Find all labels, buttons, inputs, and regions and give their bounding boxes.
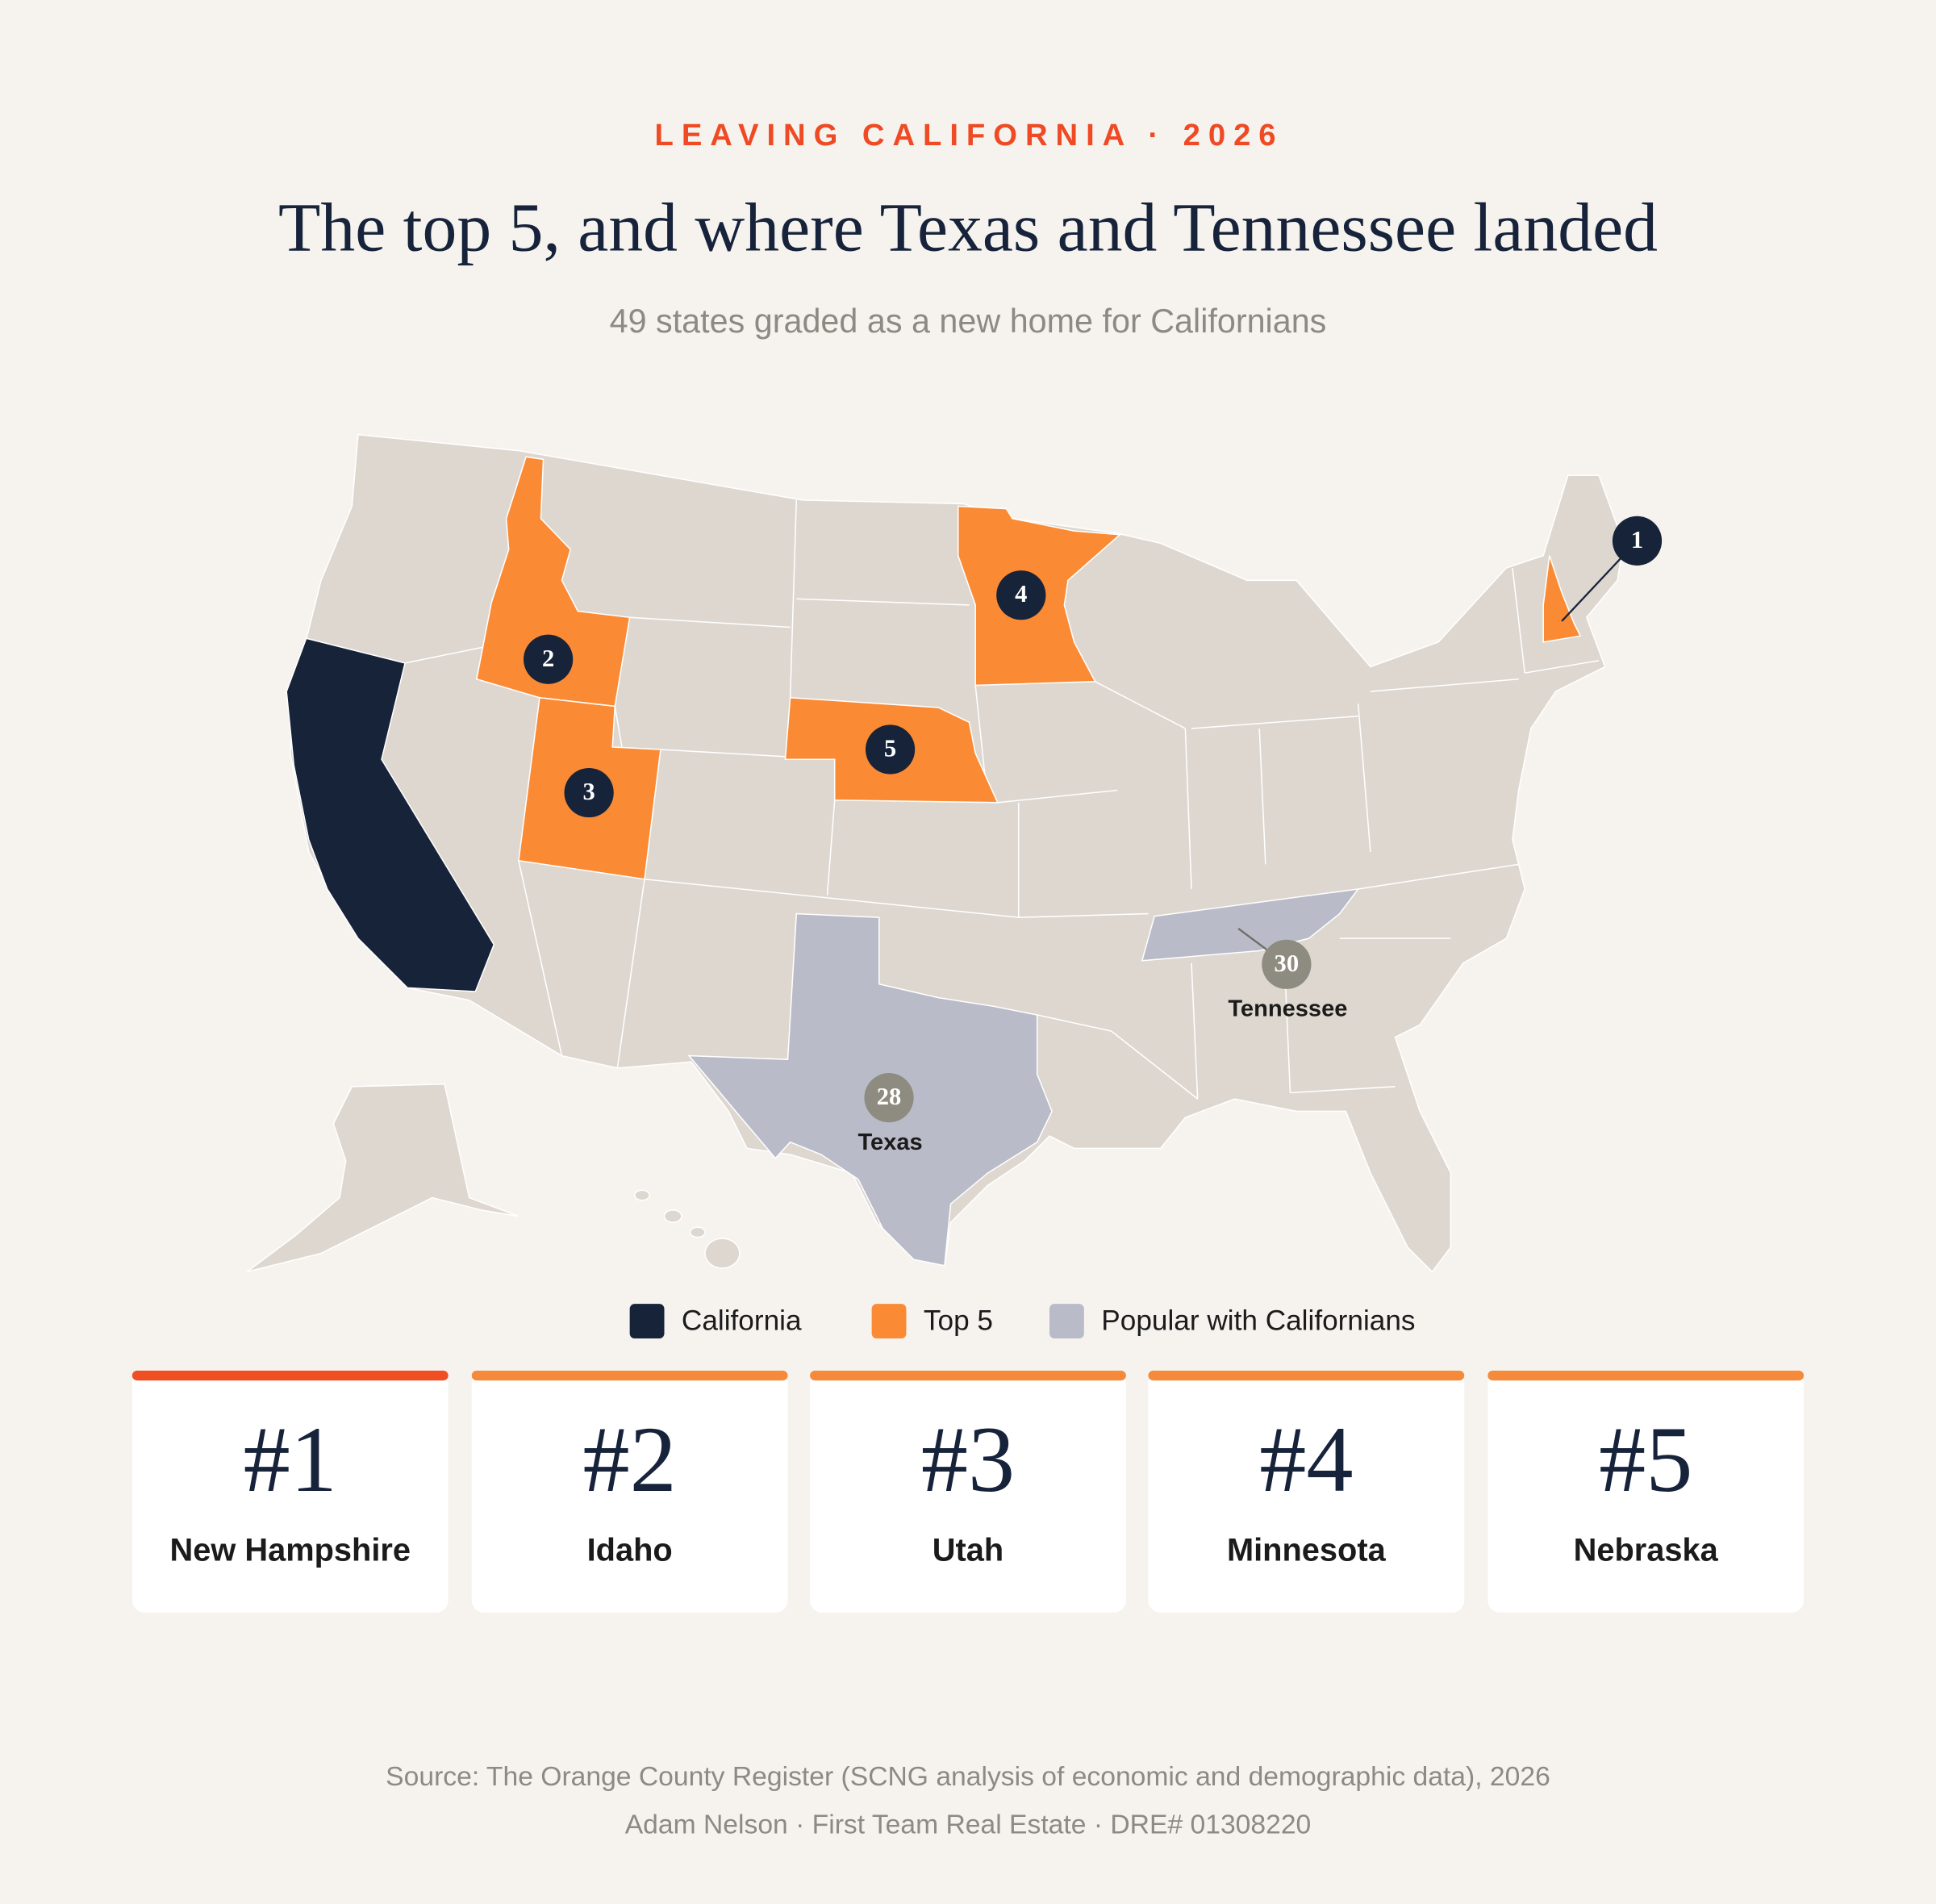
callout-marker xyxy=(864,1072,914,1123)
card xyxy=(131,1370,449,1613)
card xyxy=(810,1370,1126,1613)
legend-swatch xyxy=(871,1304,907,1339)
alaska xyxy=(246,1083,519,1273)
card-rank: #2 xyxy=(583,1408,677,1512)
card-rank: #4 xyxy=(1259,1408,1353,1512)
hawaii xyxy=(634,1189,741,1269)
rank-marker xyxy=(564,767,614,818)
legend-label: Top 5 xyxy=(924,1305,993,1336)
card-state: New Hampshire xyxy=(170,1532,411,1568)
rank-marker xyxy=(1612,516,1663,566)
card-accent xyxy=(131,1370,449,1381)
legend: California Top 5 Popular with Californians xyxy=(629,1304,1416,1339)
card-accent xyxy=(1148,1370,1465,1381)
card-state: Nebraska xyxy=(1574,1532,1719,1568)
rank-markers: 1 2 3 4 5 28 Texas 30 Tennessee xyxy=(524,516,1663,1155)
card xyxy=(1148,1370,1465,1613)
rank-marker xyxy=(996,570,1046,620)
rank-marker-label: 3 xyxy=(582,778,595,805)
callout-marker xyxy=(1262,939,1312,989)
legend-swatch xyxy=(629,1304,665,1339)
card-state: Minnesota xyxy=(1227,1532,1387,1568)
card-rank: #1 xyxy=(244,1408,337,1512)
rank-marker-label: 4 xyxy=(1015,580,1027,608)
rank-cards: #1 New Hampshire #2 Idaho #3 Utah #4 Minnesota #… xyxy=(131,1370,1805,1613)
rank-marker-label: 2 xyxy=(542,645,554,672)
legend-swatch xyxy=(1049,1304,1084,1339)
title: The top 5, and where Texas and Tennessee… xyxy=(278,189,1658,265)
idaho xyxy=(475,456,631,708)
legend-label: California xyxy=(682,1305,802,1336)
map: 1 2 3 4 5 28 Texas 30 Tennessee xyxy=(246,433,1663,1273)
rank-marker xyxy=(524,634,574,684)
callout-label: Texas xyxy=(857,1129,922,1155)
legend-label: Popular with Californians xyxy=(1101,1305,1415,1336)
new-hampshire xyxy=(1542,555,1582,643)
callout-label: Tennessee xyxy=(1228,996,1347,1022)
card xyxy=(1487,1370,1805,1613)
card-state: Idaho xyxy=(587,1532,673,1568)
subtitle: 49 states graded as a new home for Calif… xyxy=(610,303,1327,340)
kicker: LEAVING CALIFORNIA · 2026 xyxy=(655,118,1284,152)
card-rank: #5 xyxy=(1599,1408,1692,1512)
source: Source: The Orange County Register (SCNG… xyxy=(386,1762,1550,1792)
rank-marker-label: 1 xyxy=(1631,526,1643,553)
card-rank: #3 xyxy=(921,1408,1015,1512)
card-accent xyxy=(471,1370,788,1381)
card-accent xyxy=(810,1370,1126,1381)
card-state: Utah xyxy=(933,1532,1003,1568)
callout-rank: 28 xyxy=(877,1083,902,1110)
tennessee xyxy=(1141,887,1360,962)
card xyxy=(471,1370,788,1613)
callout-rank: 30 xyxy=(1275,950,1300,977)
california xyxy=(286,637,495,992)
credit: Adam Nelson · First Team Real Estate · D… xyxy=(625,1810,1312,1839)
rank-marker xyxy=(865,724,916,775)
card-accent xyxy=(1487,1370,1805,1381)
rank-marker-label: 5 xyxy=(884,735,896,762)
